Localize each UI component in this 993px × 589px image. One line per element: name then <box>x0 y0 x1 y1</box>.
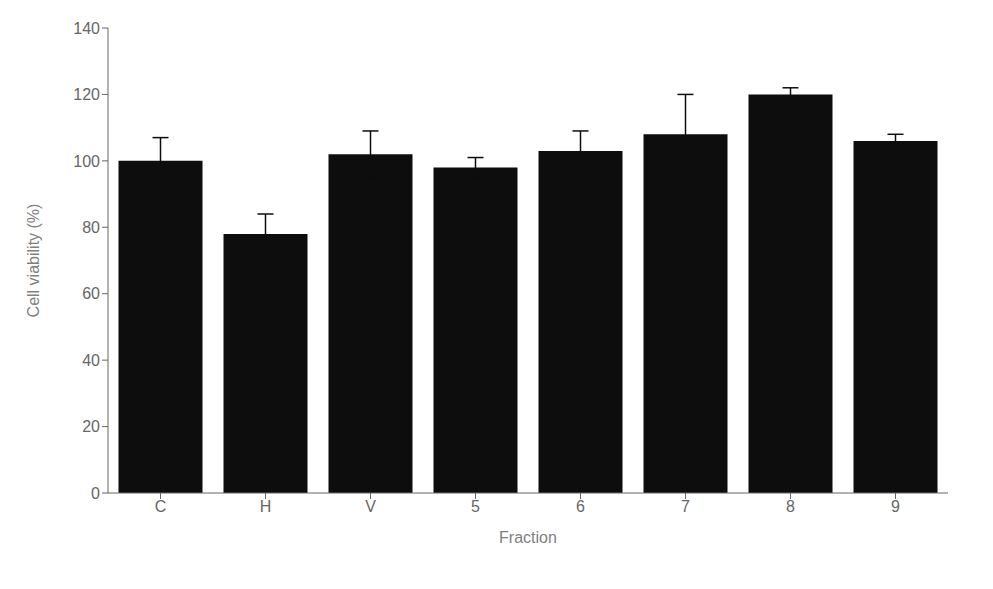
svg-text:120: 120 <box>73 86 100 103</box>
svg-text:60: 60 <box>82 285 100 302</box>
svg-text:Fraction: Fraction <box>499 529 557 546</box>
svg-text:140: 140 <box>73 20 100 37</box>
svg-text:8: 8 <box>786 498 795 515</box>
svg-text:0: 0 <box>91 485 100 502</box>
svg-text:7: 7 <box>681 498 690 515</box>
svg-text:80: 80 <box>82 219 100 236</box>
svg-text:20: 20 <box>82 418 100 435</box>
svg-text:9: 9 <box>891 498 900 515</box>
svg-text:Cell viability (%): Cell viability (%) <box>25 204 42 318</box>
svg-text:C: C <box>155 498 167 515</box>
svg-text:100: 100 <box>73 153 100 170</box>
svg-text:6: 6 <box>576 498 585 515</box>
svg-text:40: 40 <box>82 352 100 369</box>
svg-text:V: V <box>365 498 376 515</box>
svg-text:5: 5 <box>471 498 480 515</box>
svg-text:H: H <box>260 498 272 515</box>
